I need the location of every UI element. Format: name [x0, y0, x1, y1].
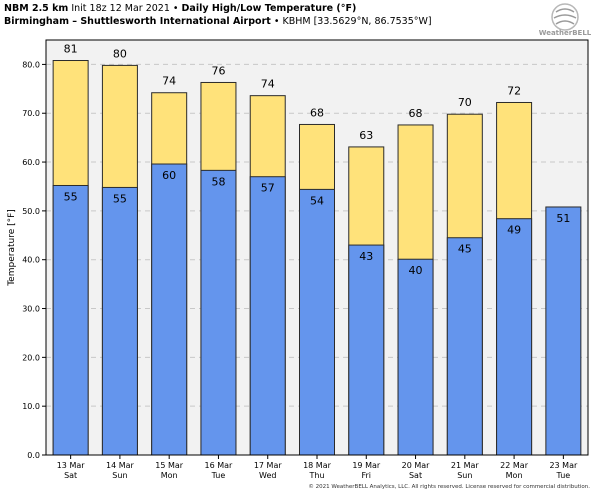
y-tick-label: 20.0	[22, 353, 40, 362]
x-tick-date: 15 Mar	[155, 461, 184, 470]
y-axis-label: Temperature [°F]	[7, 209, 17, 287]
x-tick-day: Tue	[211, 471, 226, 480]
low-bar	[348, 244, 385, 456]
init-time: Init 18z 12 Mar 2021	[71, 3, 170, 14]
x-tick-day: Sun	[457, 471, 472, 480]
x-tick-date: 21 Mar	[451, 461, 480, 470]
high-value-label: 81	[64, 43, 78, 56]
y-tick-label: 10.0	[22, 402, 40, 411]
low-value-label: 51	[556, 212, 570, 225]
high-value-label: 74	[261, 78, 275, 91]
x-tick-day: Thu	[308, 471, 324, 480]
chart-header: NBM 2.5 km Init 18z 12 Mar 2021 • Daily …	[4, 2, 432, 28]
x-tick-day: Mon	[161, 471, 178, 480]
product-title: Daily High/Low Temperature (°F)	[181, 3, 357, 14]
low-value-label: 54	[310, 194, 324, 207]
copyright-footer: © 2021 WeatherBELL Analytics, LLC. All r…	[308, 484, 590, 490]
x-tick-date: 16 Mar	[205, 461, 234, 470]
low-bar	[101, 186, 138, 456]
low-bar	[52, 184, 89, 456]
station-info: KBHM [33.5629°N, 86.7535°W]	[282, 16, 432, 27]
x-tick-day: Fri	[362, 471, 372, 480]
header-line-2: Birmingham – Shuttlesworth International…	[4, 15, 432, 28]
y-tick-label: 60.0	[22, 158, 40, 167]
model-name: NBM 2.5 km	[4, 3, 69, 14]
header-bullet: •	[172, 3, 179, 14]
low-value-label: 40	[409, 264, 423, 277]
location-name: Birmingham – Shuttlesworth International…	[4, 16, 271, 27]
low-value-label: 57	[261, 182, 275, 195]
low-bar	[545, 206, 582, 456]
high-value-label: 74	[162, 75, 176, 88]
x-tick-date: 13 Mar	[57, 461, 86, 470]
low-bar	[397, 258, 434, 456]
high-value-label: 70	[458, 96, 472, 109]
high-value-label: 68	[310, 106, 324, 119]
high-value-label: 80	[113, 47, 127, 60]
x-tick-day: Tue	[556, 471, 571, 480]
y-tick-label: 70.0	[22, 109, 40, 118]
x-tick-date: 23 Mar	[549, 461, 578, 470]
low-bar	[249, 176, 286, 456]
x-tick-date: 14 Mar	[106, 461, 135, 470]
y-axis-ticks: 0.0 10.0 20.0 30.0 40.0 50.0 60.0 70.0 80.0	[22, 60, 46, 460]
low-value-label: 45	[458, 243, 472, 256]
high-value-label: 63	[359, 129, 373, 142]
high-value-label: 72	[507, 84, 521, 97]
x-tick-day: Wed	[259, 471, 276, 480]
low-value-label: 49	[507, 224, 521, 237]
plot-frame	[45, 39, 589, 456]
low-value-label: 55	[113, 192, 127, 205]
y-tick-label: 40.0	[22, 256, 40, 265]
low-value-label: 43	[359, 250, 373, 263]
high-value-label: 76	[211, 64, 225, 77]
x-tick-day: Mon	[506, 471, 523, 480]
bar-value-labels: 81 80 74 76 74 68 63 68 70 72 55 55 60 58 57 54 43 40 45 49…	[64, 43, 571, 278]
low-bar	[151, 163, 188, 456]
low-value-label: 55	[64, 190, 78, 203]
header-bullet-2: •	[273, 16, 280, 27]
x-tick-day: Sat	[409, 471, 422, 480]
header-line-1: NBM 2.5 km Init 18z 12 Mar 2021 • Daily …	[4, 2, 432, 15]
low-bar	[496, 218, 533, 456]
y-tick-label: 0.0	[27, 451, 40, 460]
low-bar	[446, 237, 483, 456]
x-tick-date: 22 Mar	[500, 461, 529, 470]
low-temperature-bars	[52, 163, 582, 456]
x-tick-day: Sun	[112, 471, 127, 480]
y-tick-label: 30.0	[22, 305, 40, 314]
x-tick-date: 17 Mar	[254, 461, 283, 470]
high-value-label: 68	[409, 107, 423, 120]
low-bar	[299, 188, 335, 456]
x-tick-date: 19 Mar	[352, 461, 381, 470]
logo-text: WeatherBELL	[539, 29, 592, 37]
x-tick-day: Sat	[64, 471, 77, 480]
weatherbell-logo-icon: WeatherBELL	[534, 2, 596, 38]
x-tick-date: 18 Mar	[303, 461, 332, 470]
low-value-label: 60	[162, 169, 176, 182]
low-value-label: 58	[211, 175, 225, 188]
y-tick-label: 50.0	[22, 207, 40, 216]
x-tick-date: 20 Mar	[402, 461, 431, 470]
low-bar	[200, 169, 237, 456]
y-tick-label: 80.0	[22, 60, 40, 69]
